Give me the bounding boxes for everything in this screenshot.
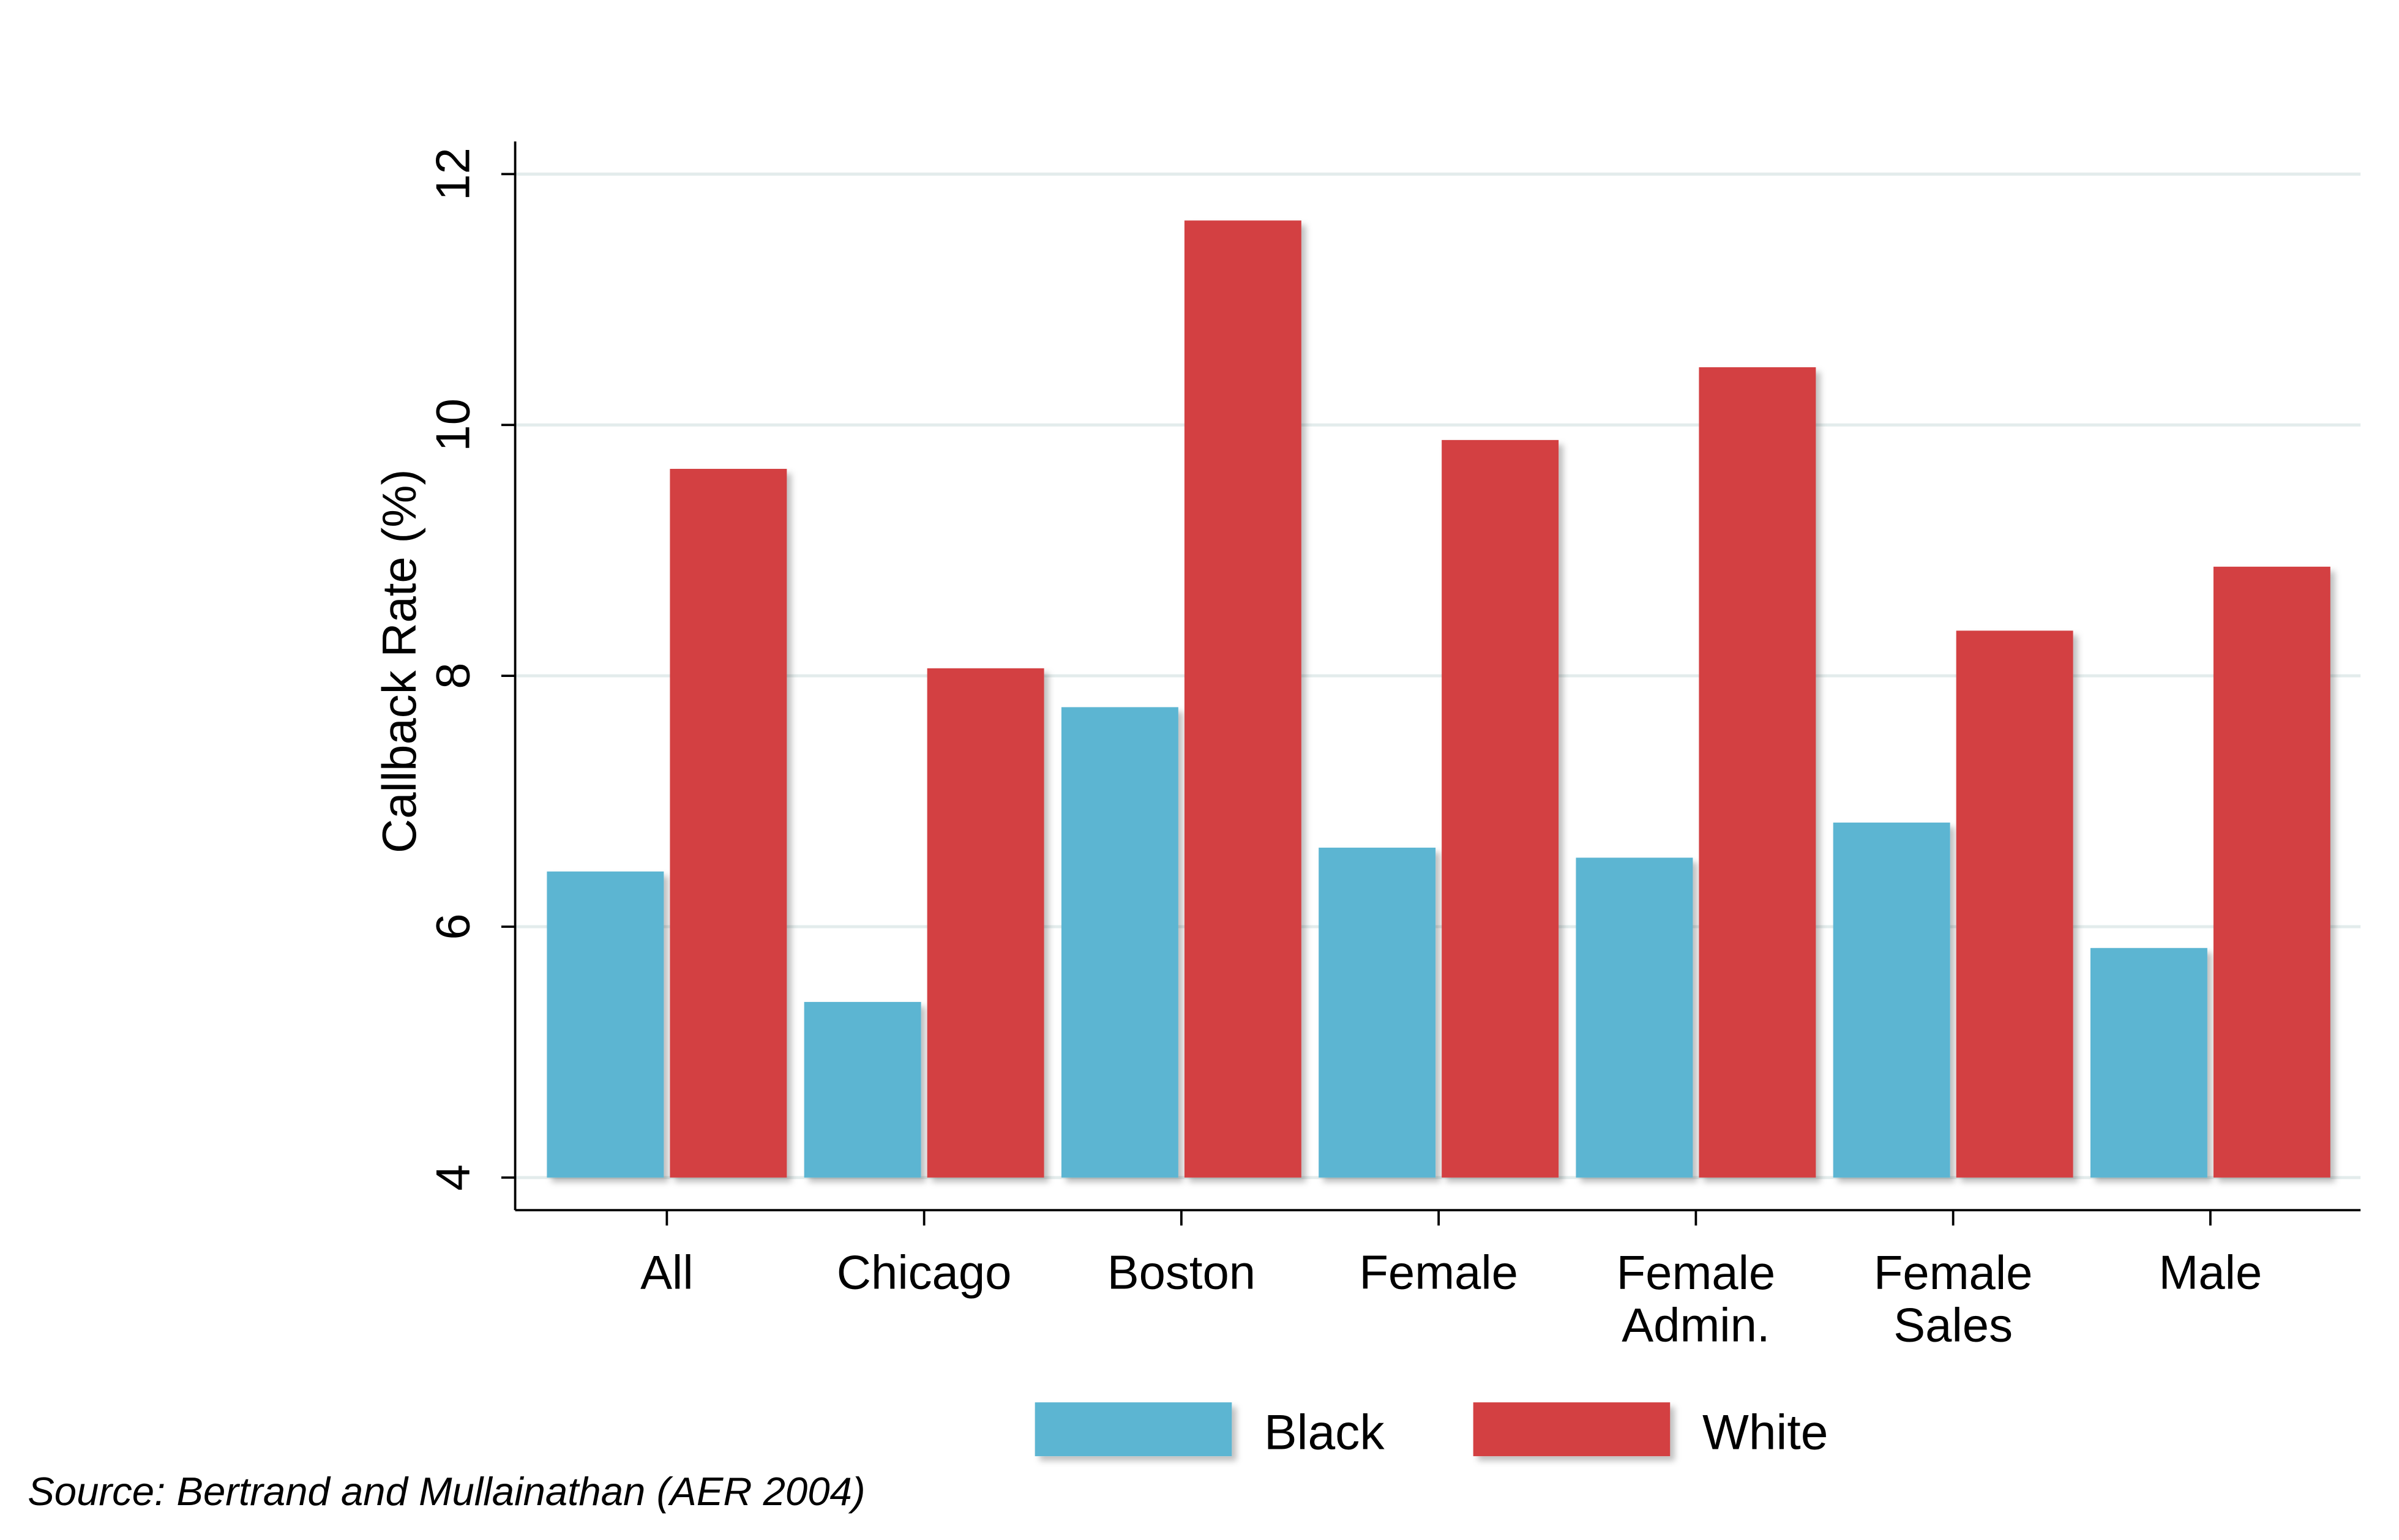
y-tick-label: 8 xyxy=(427,662,480,689)
legend-label: Black xyxy=(1264,1405,1385,1460)
legend-swatch xyxy=(1035,1402,1232,1457)
y-tick-label: 12 xyxy=(427,148,480,201)
y-tick-label: 6 xyxy=(427,913,480,940)
legend-swatch xyxy=(1473,1402,1671,1457)
y-axis-label: Callback Rate (%) xyxy=(373,469,426,853)
bar xyxy=(1184,220,1301,1178)
x-tick-label: Chicago xyxy=(837,1246,1012,1299)
bar xyxy=(670,469,787,1178)
x-tick-label: Female Sales xyxy=(1874,1246,2033,1351)
bar xyxy=(2213,566,2330,1178)
legend-label: White xyxy=(1702,1405,1828,1460)
source-note: Source: Bertrand and Mullainathan (AER 2… xyxy=(28,1469,865,1514)
bar xyxy=(1956,630,2073,1178)
x-tick-label: Boston xyxy=(1107,1246,1256,1299)
bar xyxy=(2090,948,2207,1178)
bar xyxy=(927,668,1044,1178)
x-tick-label: Male xyxy=(2159,1246,2262,1299)
bar xyxy=(547,871,664,1178)
bar xyxy=(1442,439,1559,1178)
x-tick-label: Female xyxy=(1359,1246,1518,1299)
bar xyxy=(1833,822,1950,1178)
bar xyxy=(1699,367,1816,1178)
y-tick-label: 10 xyxy=(427,398,480,452)
bar xyxy=(1576,858,1693,1178)
bar xyxy=(1319,847,1436,1178)
bar xyxy=(1061,707,1178,1178)
y-tick-label: 4 xyxy=(427,1164,480,1191)
x-tick-label: All xyxy=(640,1246,694,1299)
bar xyxy=(804,1001,921,1178)
x-tick-label: Female Admin. xyxy=(1617,1246,1776,1351)
